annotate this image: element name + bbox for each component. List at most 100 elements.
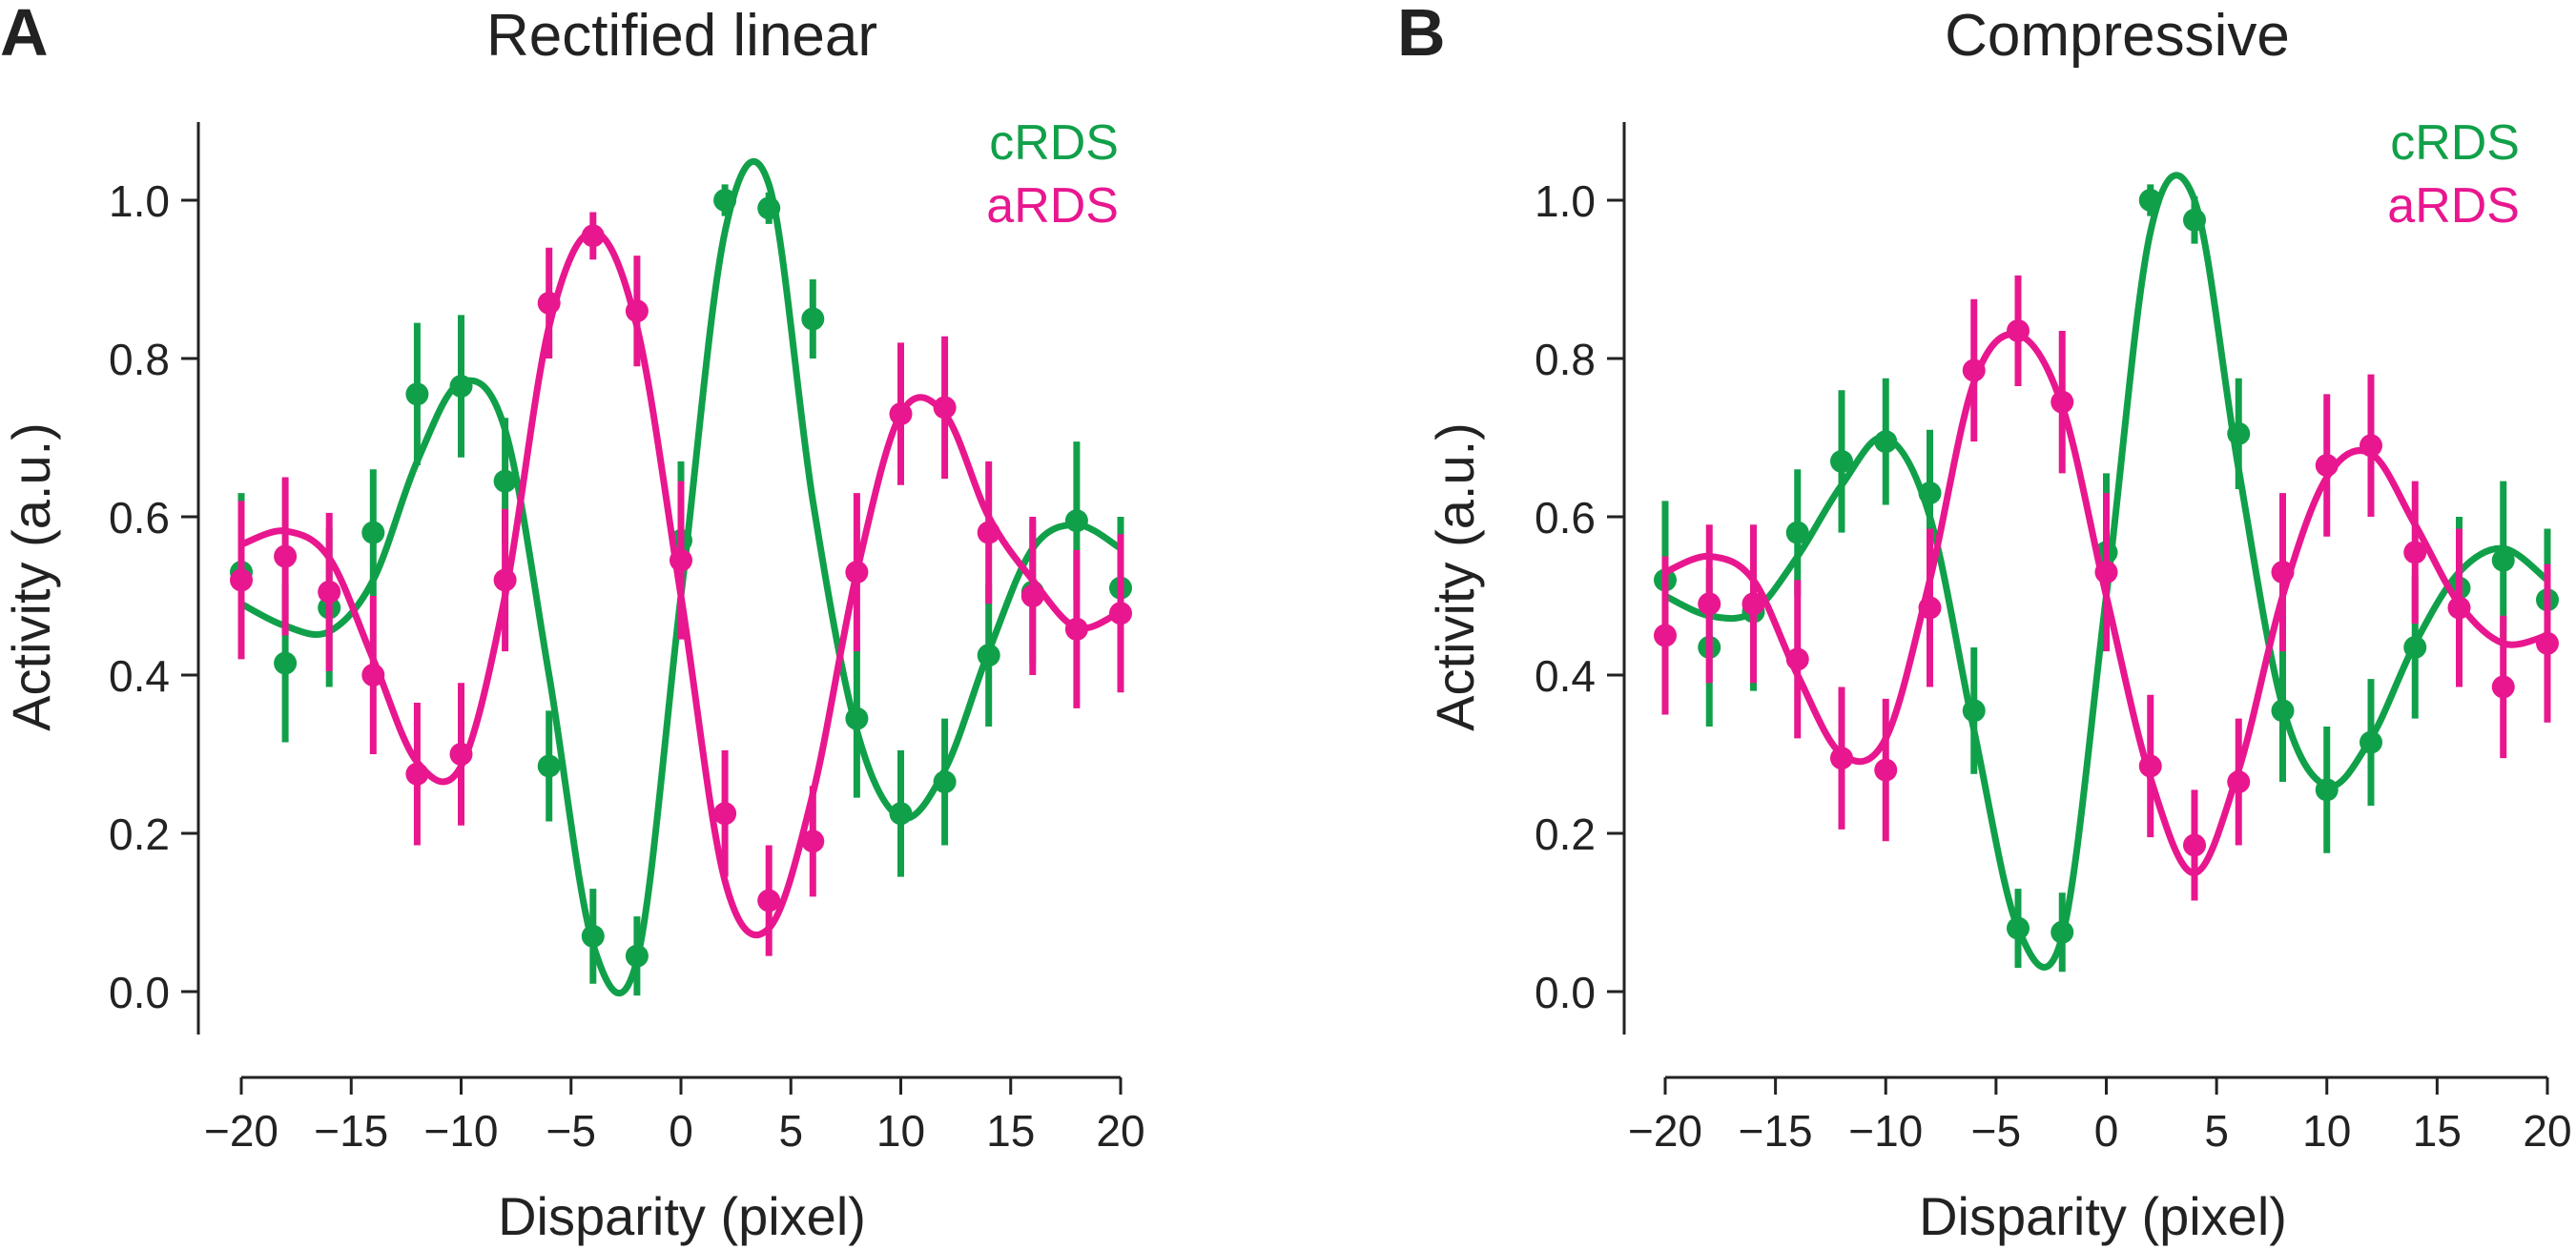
data-point (1021, 584, 1044, 607)
data-point (1698, 592, 1721, 615)
data-point (450, 375, 473, 398)
data-point (626, 299, 649, 322)
data-point (845, 561, 868, 584)
x-tick-label: −5 (1971, 1106, 2021, 1156)
data-point (405, 382, 428, 405)
data-point (2007, 917, 2030, 940)
x-tick-label: −20 (1628, 1106, 1702, 1156)
data-point (1742, 592, 1765, 615)
data-point (2316, 778, 2339, 801)
data-point (274, 545, 297, 568)
data-point (538, 292, 561, 315)
panel-label: A (0, 0, 49, 70)
panel-label: B (1397, 0, 1446, 70)
data-point (978, 644, 1000, 666)
data-point (2050, 391, 2073, 414)
y-axis-label: Activity (a.u.) (1425, 422, 1485, 731)
data-point (582, 925, 605, 948)
x-tick-label: −10 (423, 1106, 498, 1156)
data-point (1065, 509, 1088, 532)
data-point (2007, 319, 2030, 342)
x-tick-label: 15 (2413, 1106, 2462, 1156)
data-point (450, 743, 473, 766)
data-point (2360, 731, 2382, 754)
data-point (934, 396, 957, 419)
x-tick-label: 5 (2204, 1106, 2229, 1156)
x-tick-label: −15 (1739, 1106, 1813, 1156)
x-axis-label: Disparity (pixel) (498, 1186, 866, 1246)
data-point (1874, 759, 1897, 782)
x-tick-label: −15 (314, 1106, 388, 1156)
y-axis-label: Activity (a.u.) (1, 422, 61, 731)
data-point (934, 770, 957, 793)
data-point (2050, 921, 2073, 944)
data-point (494, 568, 517, 591)
data-point (405, 763, 428, 786)
data-point (361, 664, 384, 686)
data-point (2536, 632, 2559, 655)
legend-label-crds: cRDS (2390, 115, 2520, 171)
data-point (2095, 561, 2118, 584)
y-tick-label: 0.8 (1535, 335, 1596, 384)
data-point (801, 830, 824, 852)
plot-area (230, 161, 1132, 995)
data-point (1963, 359, 1986, 381)
data-point (2227, 770, 2250, 793)
y-tick-label: 1.0 (1535, 176, 1596, 226)
y-tick-label: 0.2 (109, 809, 170, 859)
x-tick-label: 10 (876, 1106, 925, 1156)
data-point (801, 308, 824, 331)
data-point (274, 652, 297, 675)
x-tick-label: 0 (669, 1106, 693, 1156)
chart-title: Compressive (1945, 3, 2290, 69)
data-point (2139, 754, 2162, 777)
y-tick-label: 0.4 (1535, 651, 1596, 701)
data-point (890, 802, 913, 825)
data-point (626, 945, 649, 968)
x-tick-label: 5 (778, 1106, 803, 1156)
data-point (2360, 434, 2382, 457)
data-point (2272, 699, 2295, 722)
data-point (890, 402, 913, 425)
x-tick-label: 15 (986, 1106, 1035, 1156)
data-point (1830, 747, 1853, 769)
data-point (1786, 647, 1809, 670)
data-point (2183, 209, 2206, 232)
data-point (318, 581, 340, 604)
panel-b: B Compressive Activity (a.u.) Disparity … (1397, 0, 2572, 1246)
data-point (1786, 522, 1809, 544)
y-tick-label: 0.2 (1535, 809, 1596, 859)
x-tick-label: −10 (1848, 1106, 1923, 1156)
data-point (1830, 450, 1853, 473)
x-tick-label: 10 (2302, 1106, 2351, 1156)
data-point (757, 890, 780, 912)
y-tick-label: 1.0 (109, 176, 170, 226)
legend-label-crds: cRDS (989, 115, 1119, 171)
x-tick-label: 0 (2094, 1106, 2119, 1156)
chart-title: Rectified linear (486, 3, 877, 69)
x-tick-label: −5 (546, 1106, 596, 1156)
data-point (494, 470, 517, 493)
data-point (670, 549, 692, 572)
y-tick-label: 0.4 (109, 651, 170, 701)
data-point (2227, 422, 2250, 445)
data-point (538, 754, 561, 777)
y-tick-label: 0.0 (1535, 968, 1596, 1017)
data-point (2403, 636, 2426, 659)
data-point (1963, 699, 1986, 722)
data-point (2139, 189, 2162, 212)
data-point (2492, 549, 2515, 572)
y-tick-label: 0.6 (109, 493, 170, 543)
data-point (2316, 454, 2339, 477)
data-point (2183, 833, 2206, 856)
y-tick-label: 0.6 (1535, 493, 1596, 543)
panel-a: A Rectified linear Activity (a.u.) Dispa… (0, 0, 1145, 1246)
data-point (1654, 625, 1677, 647)
y-tick-label: 0.0 (109, 968, 170, 1017)
data-point (757, 196, 780, 219)
plot-area (1654, 175, 2559, 972)
data-point (713, 802, 736, 825)
x-tick-label: 20 (1096, 1106, 1144, 1156)
legend-label-ards: aRDS (2387, 178, 2520, 234)
